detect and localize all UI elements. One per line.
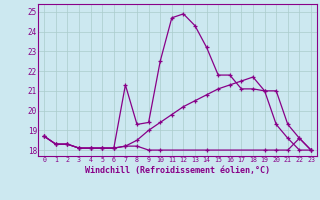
- X-axis label: Windchill (Refroidissement éolien,°C): Windchill (Refroidissement éolien,°C): [85, 166, 270, 175]
